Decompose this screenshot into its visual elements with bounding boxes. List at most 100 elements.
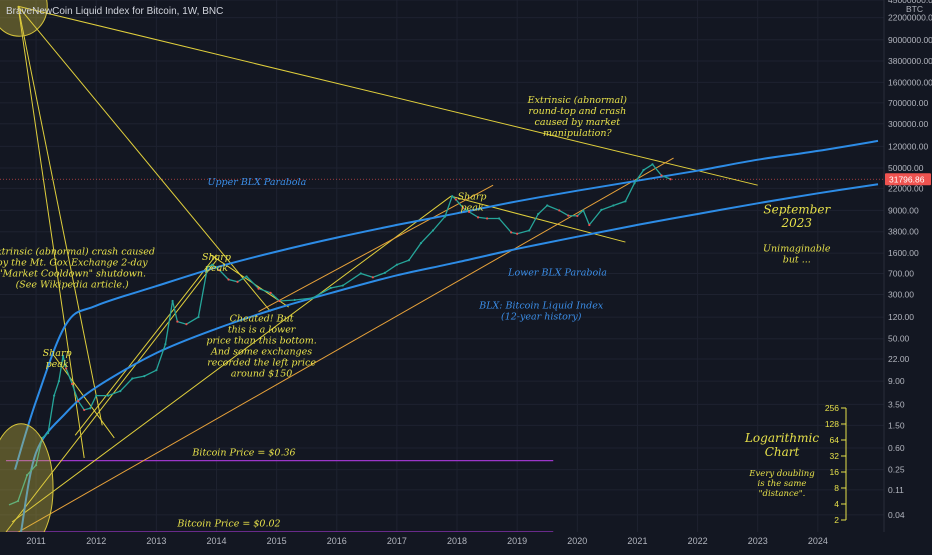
- x-tick-label: 2011: [26, 536, 45, 546]
- y-tick-label: 0.04: [888, 510, 905, 520]
- price-point: [600, 208, 603, 211]
- last-price-label: 31796.86: [889, 175, 925, 185]
- y-tick-label: 9000.00: [888, 205, 919, 215]
- blx-parabolas: [14, 139, 879, 533]
- grid: [0, 0, 884, 532]
- upper-parabola: [14, 139, 879, 470]
- trendline: [74, 254, 217, 436]
- annotation-line: Lower BLX Parabola: [507, 267, 607, 278]
- y-tick-label: 0.60: [888, 443, 905, 453]
- annotation: Sharp peak: [458, 192, 487, 214]
- price-point: [510, 231, 513, 234]
- annotation: Lower BLX Parabola: [507, 267, 607, 278]
- annotation: September 2023: [763, 202, 831, 230]
- x-tick-label: 2012: [86, 536, 106, 546]
- trendline: [5, 157, 674, 540]
- annotation-line: Bitcoin Price = $0.36: [191, 448, 295, 459]
- annotation: Extrinsic (abnormal) round-top and crash c…: [527, 95, 628, 139]
- legend-note-line: Every doubling: [748, 469, 815, 479]
- price-point: [407, 259, 411, 262]
- price-point: [486, 217, 489, 220]
- trendline: [17, 5, 271, 312]
- price-point: [211, 263, 214, 266]
- legend-note-line: "distance".: [759, 489, 806, 499]
- trendlines: [5, 5, 758, 540]
- y-tick-label: 3800000.00: [888, 56, 932, 66]
- annotation-line: peak: [205, 263, 228, 274]
- price-point: [206, 266, 209, 269]
- y-tick-label: 700.00: [888, 269, 914, 279]
- price-point: [558, 209, 561, 212]
- price-point: [383, 271, 386, 274]
- price-point: [171, 299, 174, 303]
- price-point: [546, 204, 549, 207]
- price-point: [16, 499, 20, 503]
- price-point: [236, 280, 239, 283]
- annotation: Upper BLX Parabola: [207, 177, 306, 188]
- annotation-line: but ...: [783, 255, 811, 266]
- lower-parabola: [20, 183, 879, 533]
- x-tick-label: 2018: [447, 536, 467, 546]
- x-tick-label: 2014: [206, 536, 226, 546]
- y-tick-label: 3.50: [888, 399, 905, 409]
- y-tick-label: 120.00: [888, 312, 914, 322]
- y-tick-label: 300000.00: [888, 119, 928, 129]
- price-point: [476, 216, 480, 219]
- annotation-line: caused by market: [535, 117, 621, 128]
- annotation-line: BLX: Bitcoin Liquid Index: [478, 300, 604, 311]
- x-tick-label: 2019: [507, 536, 527, 546]
- annotation: Extrinsic (abnormal) crash caused by the …: [0, 247, 155, 291]
- y-tick-label: 120000.00: [888, 141, 928, 151]
- annotation-line: Sharp: [43, 348, 72, 359]
- annotation-line: peak: [461, 203, 484, 214]
- price-point: [131, 377, 134, 380]
- legend-note-line: is the same: [758, 479, 807, 489]
- price-point: [155, 369, 158, 372]
- price-point: [669, 178, 672, 181]
- trendline: [11, 195, 452, 523]
- trendline: [17, 5, 758, 186]
- price-point: [660, 174, 663, 177]
- y-tick-label: 1600.00: [888, 248, 919, 258]
- annotation-line: round-top and crash: [528, 106, 626, 117]
- price-point: [57, 379, 61, 383]
- annotation-line: price than this bottom.: [206, 336, 316, 347]
- annotation-line: recorded the left price: [207, 358, 316, 369]
- trendline: [5, 259, 217, 533]
- price-point: [419, 241, 423, 245]
- legend-tick-label: 2: [834, 515, 839, 525]
- price-point: [359, 272, 362, 275]
- price-point: [293, 298, 296, 302]
- annotation-line: Sharp: [202, 252, 231, 263]
- x-tick-label: 2023: [748, 536, 768, 546]
- annotation: Cheated! But this is a lower price than th…: [206, 314, 316, 380]
- legend-tick-label: 128: [825, 419, 839, 429]
- trendline: [210, 254, 289, 308]
- x-tick-label: 2015: [267, 536, 287, 546]
- price-point: [245, 275, 248, 278]
- legend-tick-label: 16: [830, 467, 840, 477]
- y-tick-label: 9.00: [888, 376, 905, 386]
- annotation-line: peak: [46, 359, 69, 370]
- x-tick-label: 2022: [688, 536, 708, 546]
- price-point: [62, 354, 65, 357]
- price-point: [311, 296, 314, 300]
- y-tick-label: 1.50: [888, 420, 905, 430]
- annotation: Bitcoin Price = $0.02: [176, 518, 280, 529]
- price-point: [329, 286, 332, 290]
- y-tick-label: 22000.00: [888, 183, 924, 193]
- price-point: [454, 198, 457, 201]
- price-point: [528, 229, 531, 232]
- x-tick-label: 2013: [146, 536, 166, 546]
- y-tick-label: 9000000.00: [888, 35, 932, 45]
- price-point: [588, 223, 591, 227]
- price-point: [642, 169, 645, 172]
- highlight-circle-top: [0, 0, 48, 37]
- time-axis-panel: [0, 532, 884, 550]
- price-point: [269, 291, 272, 294]
- y-tick-label: 22000000.00: [888, 13, 932, 23]
